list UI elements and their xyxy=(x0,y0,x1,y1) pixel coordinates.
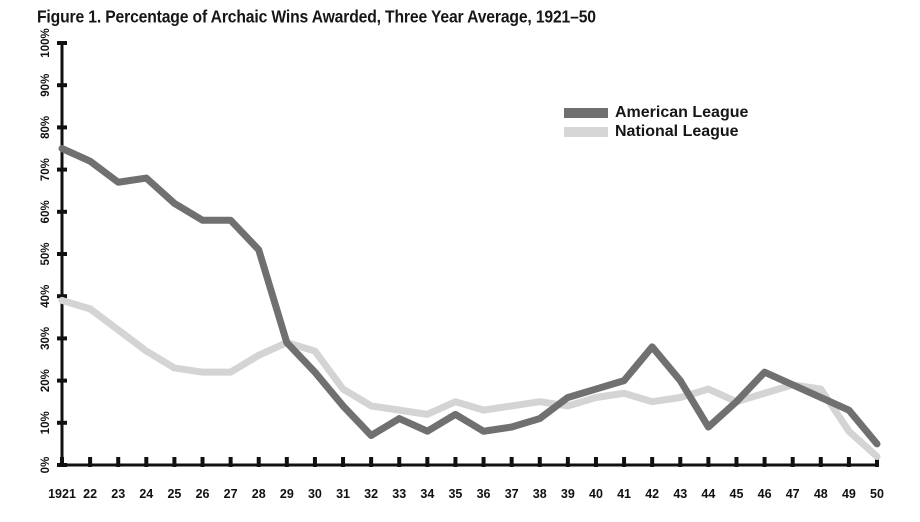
svg-text:100%: 100% xyxy=(40,28,52,57)
svg-text:70%: 70% xyxy=(40,158,52,181)
svg-text:46: 46 xyxy=(758,487,772,501)
svg-text:28: 28 xyxy=(252,487,266,501)
svg-text:0%: 0% xyxy=(40,457,52,474)
svg-text:30%: 30% xyxy=(40,327,52,350)
svg-text:30: 30 xyxy=(308,487,322,501)
svg-text:47: 47 xyxy=(786,487,800,501)
svg-text:22: 22 xyxy=(83,487,97,501)
svg-text:42: 42 xyxy=(645,487,659,501)
svg-text:25: 25 xyxy=(167,487,181,501)
svg-text:50: 50 xyxy=(870,487,884,501)
svg-text:37: 37 xyxy=(505,487,519,501)
svg-text:27: 27 xyxy=(224,487,238,501)
svg-text:32: 32 xyxy=(364,487,378,501)
svg-text:33: 33 xyxy=(392,487,406,501)
svg-text:43: 43 xyxy=(673,487,687,501)
svg-text:20%: 20% xyxy=(40,369,52,392)
svg-text:29: 29 xyxy=(280,487,294,501)
svg-text:American League: American League xyxy=(615,104,748,121)
svg-text:38: 38 xyxy=(533,487,547,501)
svg-text:34: 34 xyxy=(420,487,434,501)
svg-text:80%: 80% xyxy=(40,116,52,139)
svg-text:50%: 50% xyxy=(40,242,52,265)
svg-text:1921: 1921 xyxy=(48,487,76,501)
svg-text:10%: 10% xyxy=(40,411,52,434)
svg-text:40: 40 xyxy=(589,487,603,501)
svg-text:40%: 40% xyxy=(40,285,52,308)
svg-text:41: 41 xyxy=(617,487,631,501)
svg-text:23: 23 xyxy=(111,487,125,501)
svg-text:60%: 60% xyxy=(40,200,52,223)
svg-text:35: 35 xyxy=(448,487,462,501)
svg-text:45: 45 xyxy=(730,487,744,501)
svg-text:31: 31 xyxy=(336,487,350,501)
svg-text:36: 36 xyxy=(477,487,491,501)
svg-text:26: 26 xyxy=(196,487,210,501)
svg-text:24: 24 xyxy=(139,487,153,501)
svg-text:90%: 90% xyxy=(40,74,52,97)
svg-text:39: 39 xyxy=(561,487,575,501)
svg-text:48: 48 xyxy=(814,487,828,501)
svg-text:National League: National League xyxy=(615,123,739,140)
svg-text:44: 44 xyxy=(701,487,715,501)
svg-text:49: 49 xyxy=(842,487,856,501)
